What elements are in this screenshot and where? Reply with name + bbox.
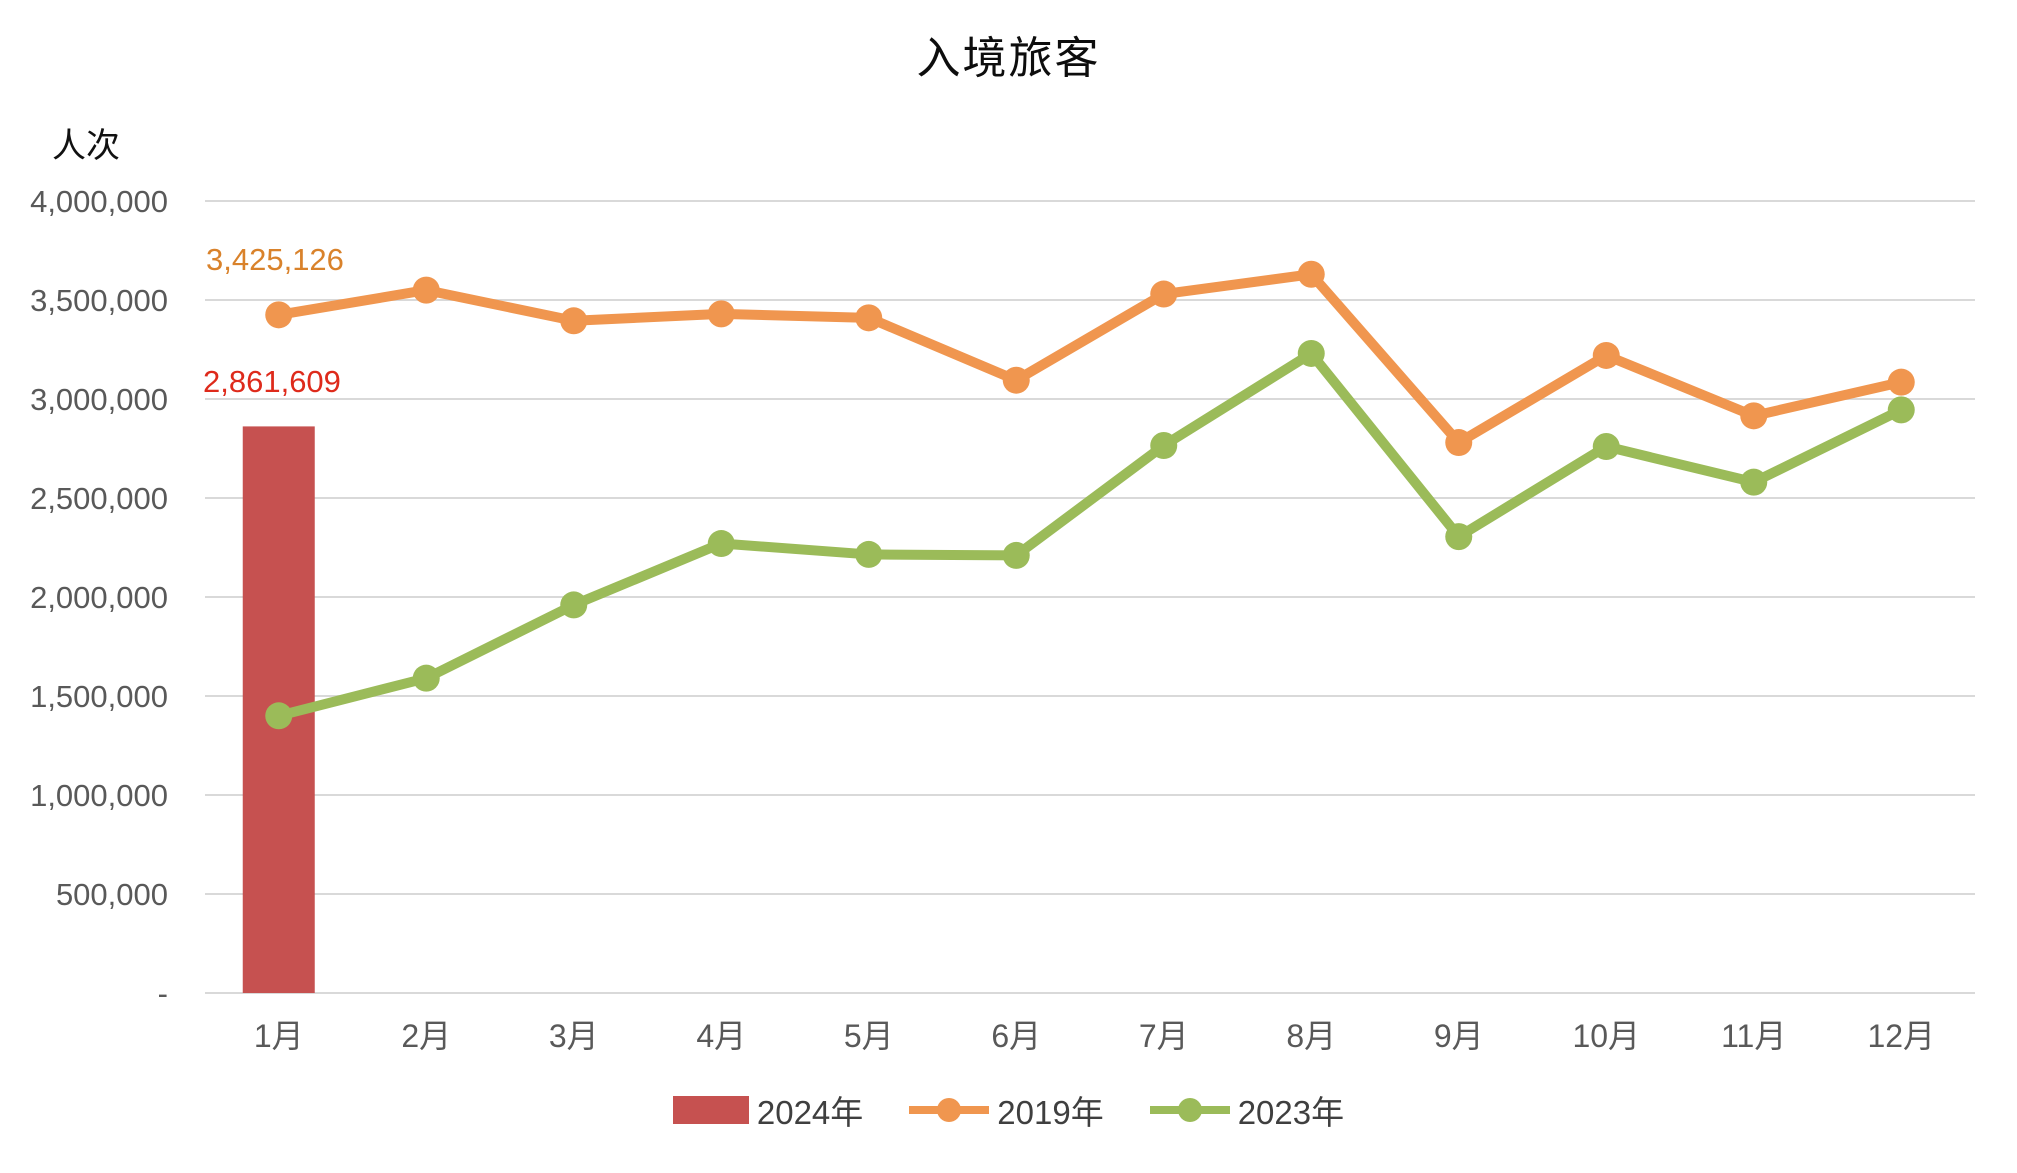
marker-2019年	[560, 307, 588, 335]
y-tick-label: 3,500,000	[30, 283, 168, 318]
x-tick-label: 4月	[696, 1018, 746, 1054]
y-axis-unit-label: 人次	[52, 127, 120, 165]
x-tick-label: 8月	[1286, 1018, 1336, 1054]
y-tick-label: 2,500,000	[30, 481, 168, 516]
marker-2023年	[1887, 396, 1915, 424]
y-tick-label: 4,000,000	[30, 184, 168, 219]
y-tick-label: 1,000,000	[30, 778, 168, 813]
line-2023年	[273, 348, 1907, 721]
line-2019年	[273, 269, 1907, 448]
data-label-2019-jan: 3,425,126	[206, 242, 344, 277]
marker-2023年	[855, 540, 883, 568]
marker-2019年	[1445, 429, 1473, 457]
x-tick-label: 10月	[1572, 1018, 1640, 1054]
marker-2023年	[1297, 339, 1325, 367]
marker-2023年	[1592, 433, 1620, 461]
x-tick-label: 1月	[254, 1018, 304, 1054]
marker-2019年	[1150, 280, 1178, 308]
marker-2019年	[707, 300, 735, 328]
marker-2019年	[412, 276, 440, 304]
marker-2019年	[1297, 260, 1325, 288]
marker-2023年	[560, 591, 588, 619]
y-tick-label: 3,000,000	[30, 382, 168, 417]
y-tick-label: 500,000	[56, 877, 168, 912]
y-tick-label: 1,500,000	[30, 679, 168, 714]
x-tick-label: 12月	[1867, 1018, 1935, 1054]
marker-2023年	[265, 702, 293, 730]
legend-item-2024: 2024年	[672, 1086, 864, 1134]
legend-line-swatch-2019-icon	[909, 1097, 990, 1123]
x-tick-label: 9月	[1434, 1018, 1484, 1054]
legend-label-2019: 2019年	[997, 1094, 1104, 1131]
legend-item-2019: 2019年	[909, 1086, 1104, 1134]
y-tick-label: -	[158, 976, 168, 1011]
marker-2023年	[1150, 432, 1178, 460]
legend-line-swatch-2023-icon	[1149, 1097, 1230, 1123]
marker-2023年	[1002, 541, 1030, 569]
marker-2019年	[855, 304, 883, 332]
x-tick-label: 7月	[1139, 1018, 1189, 1054]
data-label-2024-jan: 2,861,609	[203, 364, 341, 399]
chart-title: 入境旅客	[916, 34, 1101, 83]
x-tick-label: 6月	[991, 1018, 1041, 1054]
legend-label-2024: 2024年	[756, 1094, 864, 1131]
marker-2023年	[1740, 468, 1768, 496]
marker-2019年	[1592, 341, 1620, 369]
marker-2023年	[1445, 523, 1473, 551]
x-tick-label: 11月	[1721, 1018, 1786, 1054]
marker-2019年	[1887, 368, 1915, 396]
marker-2019年	[1740, 402, 1768, 430]
x-tick-label: 2月	[401, 1018, 451, 1054]
marker-2023年	[707, 530, 735, 558]
x-tick-label: 5月	[844, 1018, 894, 1054]
marker-2019年	[1002, 366, 1030, 394]
legend: 2024年 2019年 2023年	[0, 1086, 2017, 1134]
legend-label-2023: 2023年	[1237, 1094, 1345, 1131]
x-tick-label: 3月	[549, 1018, 599, 1054]
marker-2023年	[412, 664, 440, 692]
legend-bar-swatch-icon	[672, 1096, 749, 1124]
marker-2019年	[265, 301, 293, 329]
y-tick-label: 2,000,000	[30, 580, 168, 615]
legend-item-2023: 2023年	[1149, 1086, 1345, 1134]
